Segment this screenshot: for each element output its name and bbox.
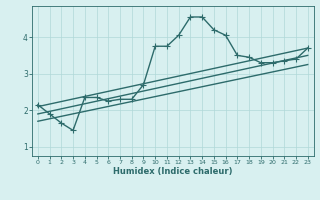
X-axis label: Humidex (Indice chaleur): Humidex (Indice chaleur) bbox=[113, 167, 233, 176]
